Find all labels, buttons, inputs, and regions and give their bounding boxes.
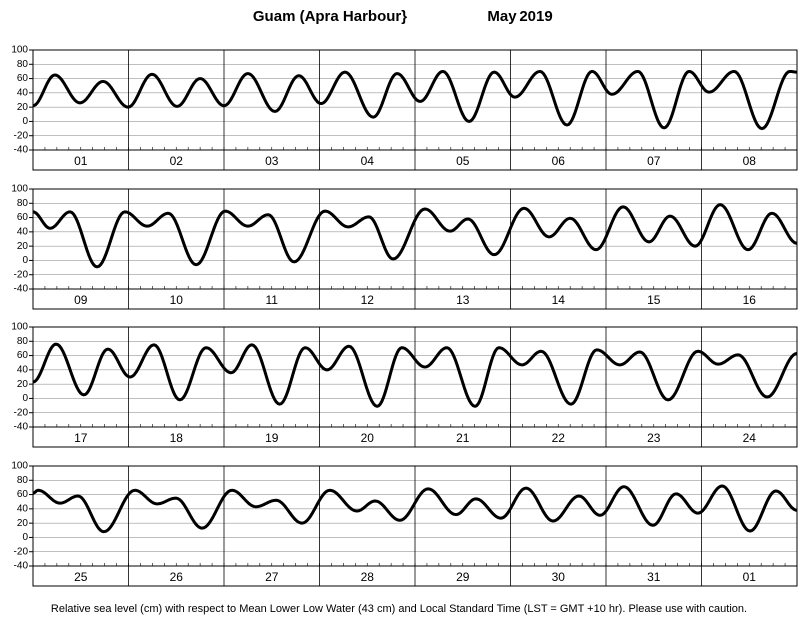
y-tick-label: 0 xyxy=(22,255,28,266)
tide-curve xyxy=(31,484,798,534)
day-label: 21 xyxy=(456,431,470,445)
day-label: 26 xyxy=(170,570,184,584)
day-label: 23 xyxy=(647,431,661,445)
day-label: 16 xyxy=(743,293,757,307)
day-label: 17 xyxy=(74,431,88,445)
y-tick-label: 100 xyxy=(11,45,28,56)
day-label: 10 xyxy=(170,293,184,307)
y-tick-label: 80 xyxy=(17,59,29,70)
y-tick-label: -40 xyxy=(14,284,29,295)
tide-curve xyxy=(32,203,798,269)
day-label: 25 xyxy=(74,570,88,584)
plot-frame xyxy=(32,465,798,587)
day-label: 30 xyxy=(552,570,566,584)
day-label: 14 xyxy=(552,293,566,307)
day-label: 06 xyxy=(552,154,566,168)
y-tick-label: 20 xyxy=(17,518,29,529)
y-tick-label: 100 xyxy=(11,322,28,333)
plot-frame xyxy=(32,49,798,171)
y-tick-label: 0 xyxy=(22,393,28,404)
day-label: 04 xyxy=(361,154,375,168)
y-tick-label: 40 xyxy=(17,87,29,98)
y-tick-label: 60 xyxy=(17,350,29,361)
chart-year: 2019 xyxy=(519,8,552,25)
day-label: 31 xyxy=(647,570,661,584)
plot-frame xyxy=(32,188,798,310)
y-tick-label: -40 xyxy=(14,561,29,572)
y-tick-label: 20 xyxy=(17,379,29,390)
day-label: 05 xyxy=(456,154,470,168)
y-tick-label: -40 xyxy=(14,422,29,433)
y-tick-label: 20 xyxy=(17,102,29,113)
y-tick-label: -40 xyxy=(14,145,29,156)
y-tick-label: 0 xyxy=(22,532,28,543)
plot-frame xyxy=(32,326,798,448)
day-label: 24 xyxy=(743,431,757,445)
y-tick-label: 40 xyxy=(17,503,29,514)
y-tick-label: -20 xyxy=(14,546,29,557)
y-tick-label: 100 xyxy=(11,184,28,195)
y-tick-label: -20 xyxy=(14,130,29,141)
y-tick-label: 40 xyxy=(17,364,29,375)
day-label: 09 xyxy=(74,293,88,307)
day-label: 29 xyxy=(456,570,470,584)
footnote: Relative sea level (cm) with respect to … xyxy=(51,603,747,615)
day-label: 15 xyxy=(647,293,661,307)
y-tick-label: 20 xyxy=(17,241,29,252)
day-label: 13 xyxy=(456,293,470,307)
day-label: 19 xyxy=(265,431,279,445)
day-label: 27 xyxy=(265,570,279,584)
tide-curve xyxy=(32,342,798,408)
y-tick-label: 60 xyxy=(17,73,29,84)
day-label: 20 xyxy=(361,431,375,445)
day-label: 01 xyxy=(743,570,757,584)
day-label: 01 xyxy=(74,154,88,168)
chart-title: Guam (Apra Harbour} xyxy=(253,8,407,25)
y-tick-label: 40 xyxy=(17,226,29,237)
day-label: 07 xyxy=(647,154,661,168)
day-label: 22 xyxy=(552,431,566,445)
y-tick-label: 100 xyxy=(11,461,28,472)
day-label: 03 xyxy=(265,154,279,168)
day-label: 28 xyxy=(361,570,375,584)
day-label: 12 xyxy=(361,293,375,307)
day-label: 02 xyxy=(170,154,184,168)
y-tick-label: 60 xyxy=(17,489,29,500)
tide-curve xyxy=(32,69,799,131)
chart-month: May xyxy=(487,8,517,25)
y-tick-label: -20 xyxy=(14,269,29,280)
day-label: 18 xyxy=(170,431,184,445)
y-tick-label: 80 xyxy=(17,336,29,347)
day-label: 11 xyxy=(266,293,279,307)
y-tick-label: 80 xyxy=(17,475,29,486)
y-tick-label: 0 xyxy=(22,116,28,127)
y-tick-label: 80 xyxy=(17,198,29,209)
day-label: 08 xyxy=(743,154,757,168)
y-tick-label: 60 xyxy=(17,212,29,223)
y-tick-label: -20 xyxy=(14,407,29,418)
